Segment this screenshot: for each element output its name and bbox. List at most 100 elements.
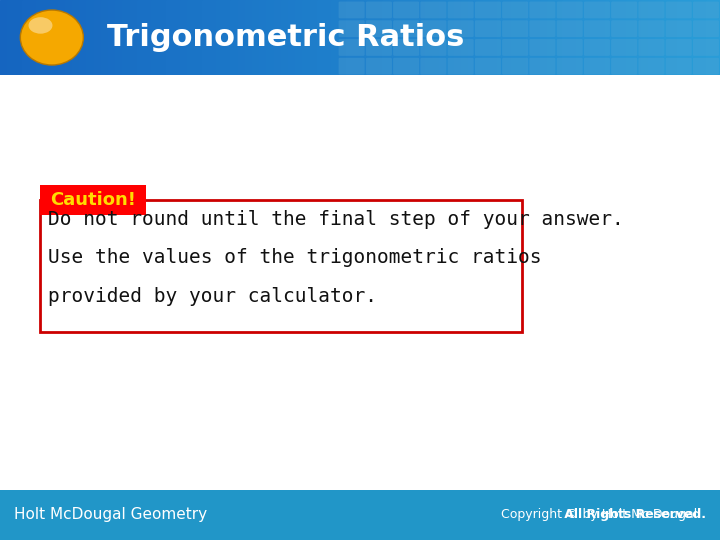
Bar — [22, 0, 30, 75]
Bar — [396, 0, 405, 75]
FancyBboxPatch shape — [611, 58, 637, 75]
FancyBboxPatch shape — [420, 58, 446, 75]
Bar — [684, 0, 693, 75]
Bar — [223, 0, 232, 75]
Bar — [655, 0, 664, 75]
FancyBboxPatch shape — [693, 58, 719, 75]
Bar — [0, 75, 720, 490]
Bar — [576, 0, 585, 75]
Bar — [706, 0, 714, 75]
FancyBboxPatch shape — [529, 2, 555, 18]
FancyBboxPatch shape — [448, 21, 474, 37]
Bar — [338, 0, 347, 75]
Bar — [353, 0, 361, 75]
Text: Holt McDougal Geometry: Holt McDougal Geometry — [14, 508, 207, 523]
FancyBboxPatch shape — [366, 21, 392, 37]
Bar — [101, 0, 109, 75]
Text: Caution!: Caution! — [50, 191, 136, 209]
FancyBboxPatch shape — [420, 39, 446, 56]
Bar — [554, 0, 563, 75]
FancyBboxPatch shape — [366, 2, 392, 18]
Ellipse shape — [20, 10, 84, 65]
Bar — [259, 0, 268, 75]
Ellipse shape — [29, 17, 53, 33]
Bar — [598, 0, 606, 75]
FancyBboxPatch shape — [584, 21, 610, 37]
Bar — [533, 0, 541, 75]
Bar — [569, 0, 577, 75]
Text: provided by your calculator.: provided by your calculator. — [48, 287, 377, 306]
Text: Use the values of the trigonometric ratios: Use the values of the trigonometric rati… — [48, 248, 541, 267]
FancyBboxPatch shape — [557, 21, 582, 37]
Bar — [194, 0, 203, 75]
Bar — [418, 0, 426, 75]
Bar — [605, 0, 613, 75]
FancyBboxPatch shape — [529, 21, 555, 37]
Bar — [310, 0, 318, 75]
Bar — [331, 0, 340, 75]
FancyBboxPatch shape — [639, 21, 665, 37]
Bar — [216, 0, 225, 75]
Bar — [518, 0, 527, 75]
Bar — [202, 0, 210, 75]
FancyBboxPatch shape — [584, 2, 610, 18]
FancyBboxPatch shape — [40, 185, 146, 214]
Bar — [115, 0, 124, 75]
Bar — [187, 0, 196, 75]
Bar — [346, 0, 354, 75]
FancyBboxPatch shape — [666, 58, 692, 75]
FancyBboxPatch shape — [639, 2, 665, 18]
Bar — [137, 0, 145, 75]
FancyBboxPatch shape — [366, 39, 392, 56]
FancyBboxPatch shape — [502, 21, 528, 37]
Bar — [432, 0, 441, 75]
Bar — [72, 0, 81, 75]
Bar — [295, 0, 304, 75]
Bar — [173, 0, 181, 75]
FancyBboxPatch shape — [475, 2, 501, 18]
FancyBboxPatch shape — [666, 21, 692, 37]
FancyBboxPatch shape — [393, 2, 419, 18]
FancyBboxPatch shape — [639, 39, 665, 56]
Bar — [482, 0, 491, 75]
Bar — [151, 0, 160, 75]
FancyBboxPatch shape — [502, 39, 528, 56]
Bar — [540, 0, 549, 75]
FancyBboxPatch shape — [529, 39, 555, 56]
FancyBboxPatch shape — [420, 21, 446, 37]
FancyBboxPatch shape — [366, 58, 392, 75]
FancyBboxPatch shape — [475, 21, 501, 37]
Bar — [317, 0, 325, 75]
Bar — [252, 0, 261, 75]
Bar — [288, 0, 297, 75]
Bar — [389, 0, 397, 75]
Bar — [612, 0, 621, 75]
FancyBboxPatch shape — [393, 39, 419, 56]
Bar — [281, 0, 289, 75]
Bar — [122, 0, 131, 75]
Bar — [497, 0, 505, 75]
FancyBboxPatch shape — [475, 39, 501, 56]
Bar — [670, 0, 678, 75]
FancyBboxPatch shape — [611, 39, 637, 56]
Bar — [238, 0, 246, 75]
Bar — [180, 0, 189, 75]
Bar — [130, 0, 138, 75]
FancyBboxPatch shape — [448, 39, 474, 56]
Bar — [698, 0, 707, 75]
Bar — [626, 0, 635, 75]
FancyBboxPatch shape — [611, 21, 637, 37]
Bar — [274, 0, 282, 75]
FancyBboxPatch shape — [693, 21, 719, 37]
Bar — [302, 0, 311, 75]
Bar — [583, 0, 592, 75]
Bar — [158, 0, 167, 75]
Bar — [50, 0, 59, 75]
Text: All Rights Reserved.: All Rights Reserved. — [433, 509, 706, 522]
Bar — [425, 0, 433, 75]
Bar — [382, 0, 390, 75]
Bar — [209, 0, 217, 75]
Bar — [410, 0, 419, 75]
Bar — [454, 0, 462, 75]
FancyBboxPatch shape — [584, 39, 610, 56]
